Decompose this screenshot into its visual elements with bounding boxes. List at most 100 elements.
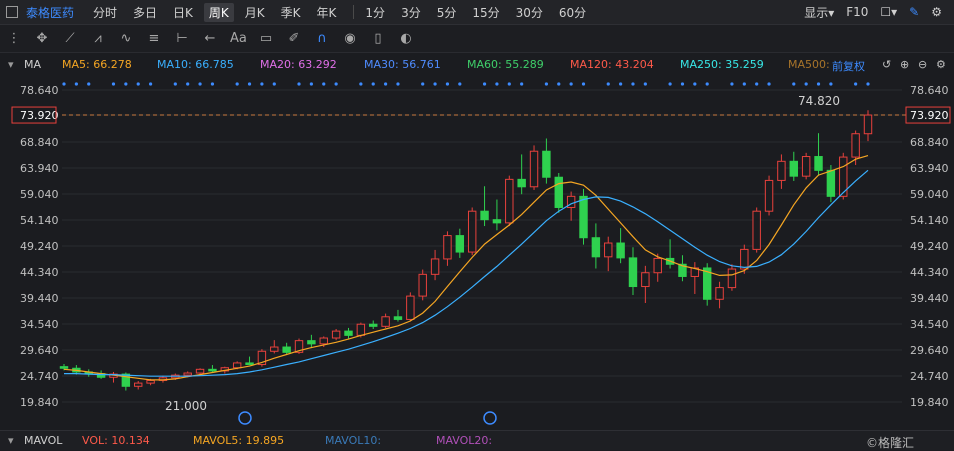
display-menu[interactable]: 显示▾ <box>804 5 835 20</box>
candle-up <box>851 133 860 158</box>
candle-up <box>146 379 155 384</box>
event-marker <box>445 82 450 86</box>
period-tab[interactable]: 日K <box>173 5 193 20</box>
eraser-icon[interactable]: ✐ <box>288 31 300 46</box>
arrow-tool-icon[interactable]: ← <box>204 31 216 46</box>
period-tab[interactable]: 3分 <box>401 5 421 20</box>
toggle-icon[interactable]: ◐ <box>400 31 412 46</box>
price-tick-right: 49.240 <box>910 240 949 253</box>
period-tab-active[interactable]: 周K <box>203 2 234 22</box>
period-tab[interactable]: 月K <box>244 5 265 20</box>
line-tool-icon[interactable]: ⟋ <box>65 31 75 46</box>
event-marker <box>458 82 462 86</box>
price-tick-left: 34.540 <box>20 318 59 331</box>
price-tick-left: 44.340 <box>20 266 59 279</box>
comment-icon[interactable]: ▭ <box>259 31 273 46</box>
candle-up <box>752 210 761 250</box>
candle-down <box>554 176 563 208</box>
add-icon[interactable]: ⊕ <box>900 58 910 71</box>
event-marker <box>619 82 623 86</box>
event-marker <box>854 82 858 86</box>
magnet-icon[interactable]: ∩ <box>317 31 327 46</box>
drawing-toolbar: ⋮ ✥ ⟋ ⩘ ∿ ≡ ⊢ ← Aa ▭ ✐ ∩ ◉ ▯ ◐ <box>0 25 954 53</box>
period-tab[interactable]: 15分 <box>472 5 500 20</box>
candle-down <box>814 156 823 171</box>
ma-legend: ▾ MA MA5: 66.278 MA10: 66.785 MA20: 63.2… <box>0 54 954 74</box>
info-marker-icon[interactable] <box>238 411 252 425</box>
price-tick-right: 19.840 <box>910 396 949 409</box>
period-tab[interactable]: 多日 <box>133 5 158 20</box>
candle-up <box>443 235 452 260</box>
collapse-icon[interactable]: ▾ <box>8 58 14 71</box>
candle-up <box>232 362 242 369</box>
price-tick-right: 63.940 <box>910 162 949 175</box>
candle-down <box>245 362 254 366</box>
candle-up <box>505 178 514 224</box>
price-tick-right: 59.040 <box>910 188 949 201</box>
drag-handle-icon[interactable]: ⋮ <box>7 31 21 46</box>
event-marker <box>74 82 78 86</box>
eye-icon[interactable]: ◉ <box>344 31 356 46</box>
move-icon[interactable]: ✥ <box>36 31 48 46</box>
ma5-label: MA5: 66.278 <box>62 58 132 71</box>
event-marker <box>210 82 215 86</box>
candle-up <box>331 330 341 339</box>
period-tab[interactable]: 季K <box>280 5 301 20</box>
toggle-checkbox[interactable] <box>6 6 18 18</box>
text-tool-icon[interactable]: Aa <box>230 31 247 46</box>
pen-icon[interactable]: ✎ <box>909 5 920 19</box>
fib-tool-icon[interactable]: ≡ <box>148 31 160 46</box>
trash-icon[interactable]: ▯ <box>374 31 382 46</box>
period-tab[interactable]: 分时 <box>93 5 118 20</box>
candle-down <box>282 346 291 353</box>
event-marker <box>755 82 759 86</box>
gear-icon[interactable]: ⚙ <box>931 5 942 19</box>
price-tick-left: 63.940 <box>20 162 59 175</box>
candle-up <box>270 346 279 352</box>
remove-icon[interactable]: ⊖ <box>918 58 928 71</box>
event-marker <box>124 82 128 86</box>
candle-up <box>430 258 440 275</box>
stock-name[interactable]: 泰格医药 <box>26 5 75 20</box>
mavol20-label: MAVOL20: <box>436 434 493 447</box>
candle-up <box>863 114 873 135</box>
event-marker <box>260 82 264 86</box>
adjust-label[interactable]: 前复权 <box>832 60 865 73</box>
candle-up <box>467 210 477 253</box>
candle-down <box>789 160 798 177</box>
price-tick-right: 34.540 <box>910 318 949 331</box>
wave-tool-icon[interactable]: ∿ <box>120 31 132 46</box>
period-tab[interactable]: 30分 <box>515 5 543 20</box>
candle-up <box>356 323 366 336</box>
range-tool-icon[interactable]: ⊢ <box>176 31 188 46</box>
period-tab[interactable]: 年K <box>316 5 337 20</box>
event-marker <box>87 82 91 86</box>
candle-up <box>195 368 205 374</box>
event-marker <box>148 82 153 86</box>
candle-down <box>492 219 502 224</box>
f10-button[interactable]: F10 <box>846 5 869 19</box>
price-tick-right: 68.840 <box>910 136 949 149</box>
price-tick-left: 39.440 <box>20 292 59 305</box>
event-marker <box>334 82 338 86</box>
price-tick-left: 54.140 <box>20 214 59 227</box>
undo-icon[interactable]: ↺ <box>882 58 892 71</box>
info-marker-icon[interactable] <box>483 411 497 425</box>
candle-up <box>134 382 143 387</box>
channel-tool-icon[interactable]: ⩘ <box>94 31 102 46</box>
square-icon[interactable]: ☐▾ <box>880 5 898 19</box>
candle-up <box>764 179 774 212</box>
event-marker <box>668 82 672 86</box>
event-marker <box>62 82 66 86</box>
period-tab[interactable]: 60分 <box>558 5 587 20</box>
settings-icon[interactable]: ⚙ <box>936 58 946 71</box>
price-tick-right: 78.640 <box>910 84 949 97</box>
candle-down <box>208 368 217 372</box>
candle-up <box>529 150 539 188</box>
ma-title: MA <box>24 58 42 71</box>
period-tab[interactable]: 1分 <box>365 5 386 20</box>
period-tab[interactable]: 5分 <box>436 5 457 20</box>
candle-up <box>740 248 749 270</box>
collapse-icon[interactable]: ▾ <box>8 434 14 447</box>
